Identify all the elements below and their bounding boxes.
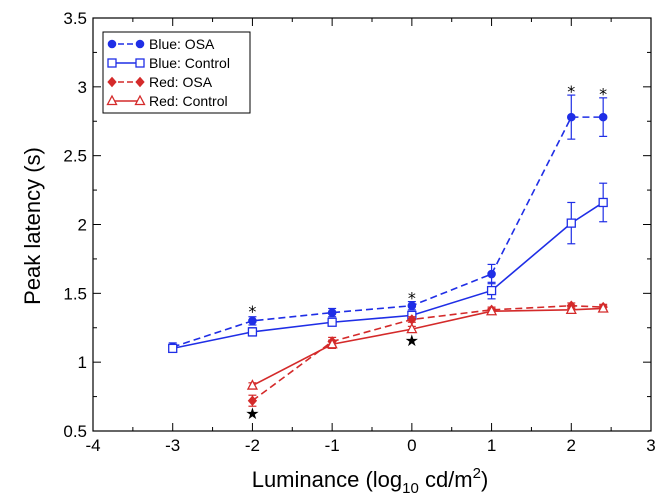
legend-marker (135, 39, 145, 49)
series-line (172, 116, 604, 348)
data-point (485, 304, 498, 316)
legend-box (102, 31, 251, 114)
x-axis-label: Luminance (log10 cd/m2) (252, 465, 489, 496)
legend-label: Blue: OSA (149, 36, 215, 52)
data-point (168, 343, 178, 354)
data-point (565, 303, 577, 315)
significance-annotations: * * * * ★ ★ (245, 82, 607, 423)
data-point (327, 308, 337, 317)
y-tick-label: 1.5 (63, 284, 87, 303)
x-tick-label: 2 (567, 436, 576, 455)
x-tick-label: -1 (325, 436, 340, 455)
x-tick-label: -3 (165, 436, 180, 455)
data-point (247, 395, 258, 406)
y-tick-label: 3.5 (63, 9, 87, 28)
data-point (598, 197, 608, 208)
x-tick-label: 3 (646, 436, 655, 455)
data-point (327, 317, 337, 327)
series-red-control (246, 302, 609, 390)
significance-star: ★ (245, 404, 259, 423)
significance-asterisk: * (408, 288, 416, 307)
legend-marker (106, 94, 118, 106)
significance-asterisk: * (248, 302, 256, 321)
series-blue-control (168, 182, 608, 354)
series-line (251, 304, 604, 402)
legend-marker (134, 94, 146, 106)
legend-marker (107, 76, 117, 88)
data-point (487, 269, 496, 279)
series-layer (168, 94, 609, 407)
series-red-osa (247, 300, 608, 407)
y-tick-label: 2.5 (63, 147, 87, 166)
data-point (407, 301, 417, 311)
significance-asterisk: * (599, 85, 607, 104)
significance-star: ★ (405, 331, 419, 350)
data-point (486, 285, 497, 296)
legend-label: Red: Control (149, 93, 228, 109)
x-tick-label: 0 (407, 436, 416, 455)
legend-marker (107, 39, 117, 49)
legend-marker (135, 76, 145, 88)
data-point (566, 112, 576, 122)
data-point (597, 302, 609, 313)
legend-label: Red: OSA (149, 74, 213, 90)
legend-label: Blue: Control (149, 55, 230, 71)
data-point (566, 218, 576, 228)
series-blue-osa (168, 94, 608, 352)
x-tick-label: -4 (85, 436, 100, 455)
y-tick-label: 3 (78, 78, 87, 97)
y-tick-label: 1 (78, 353, 87, 372)
series-line (252, 307, 604, 387)
x-tick-label: 1 (487, 436, 496, 455)
legend-marker (135, 58, 145, 68)
y-tick-label: 0.5 (63, 422, 87, 441)
axis-ticks: -4 -3 -2 -1 0 1 2 3 0.5 1 1.5 2 2.5 3 3.5 (63, 9, 655, 455)
x-tick-label: -2 (245, 436, 260, 455)
significance-asterisk: * (567, 82, 575, 101)
legend-marker (107, 58, 117, 68)
data-point (246, 379, 259, 390)
data-point (326, 337, 338, 349)
data-point (598, 112, 608, 122)
legend: Blue: OSA Blue: Control Red: OSA Red: Contr… (102, 31, 251, 114)
y-tick-label: 2 (78, 216, 87, 235)
data-point (248, 316, 257, 326)
data-point (247, 327, 258, 337)
data-point (406, 322, 418, 334)
y-axis-label: Peak latency (s) (20, 147, 45, 305)
